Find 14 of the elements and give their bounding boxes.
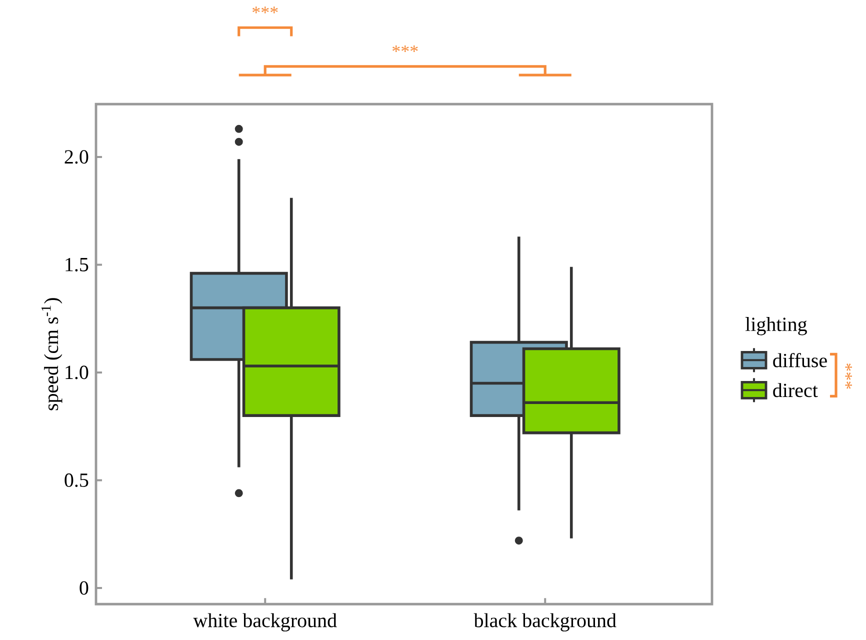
- text: ***: [845, 363, 852, 389]
- x-tick-label: black background: [474, 613, 616, 632]
- legend-title: lighting: [745, 316, 807, 336]
- y-tick-label: 1.5: [66, 258, 88, 272]
- y-tick-label: 1.0: [66, 366, 88, 380]
- y-axis-title: speed (cm s$^{-1}$): [41, 298, 62, 410]
- y-tick-label: 0.5: [64, 473, 88, 487]
- legend-label: diffuse: [773, 352, 827, 368]
- x-tick-label: white background: [193, 613, 337, 632]
- text: ***: [392, 45, 418, 52]
- legend-label: direct: [773, 383, 818, 398]
- y-tick-label: 0: [80, 581, 88, 595]
- text: ***: [252, 6, 278, 14]
- y-tick-label: 2.0: [64, 150, 88, 164]
